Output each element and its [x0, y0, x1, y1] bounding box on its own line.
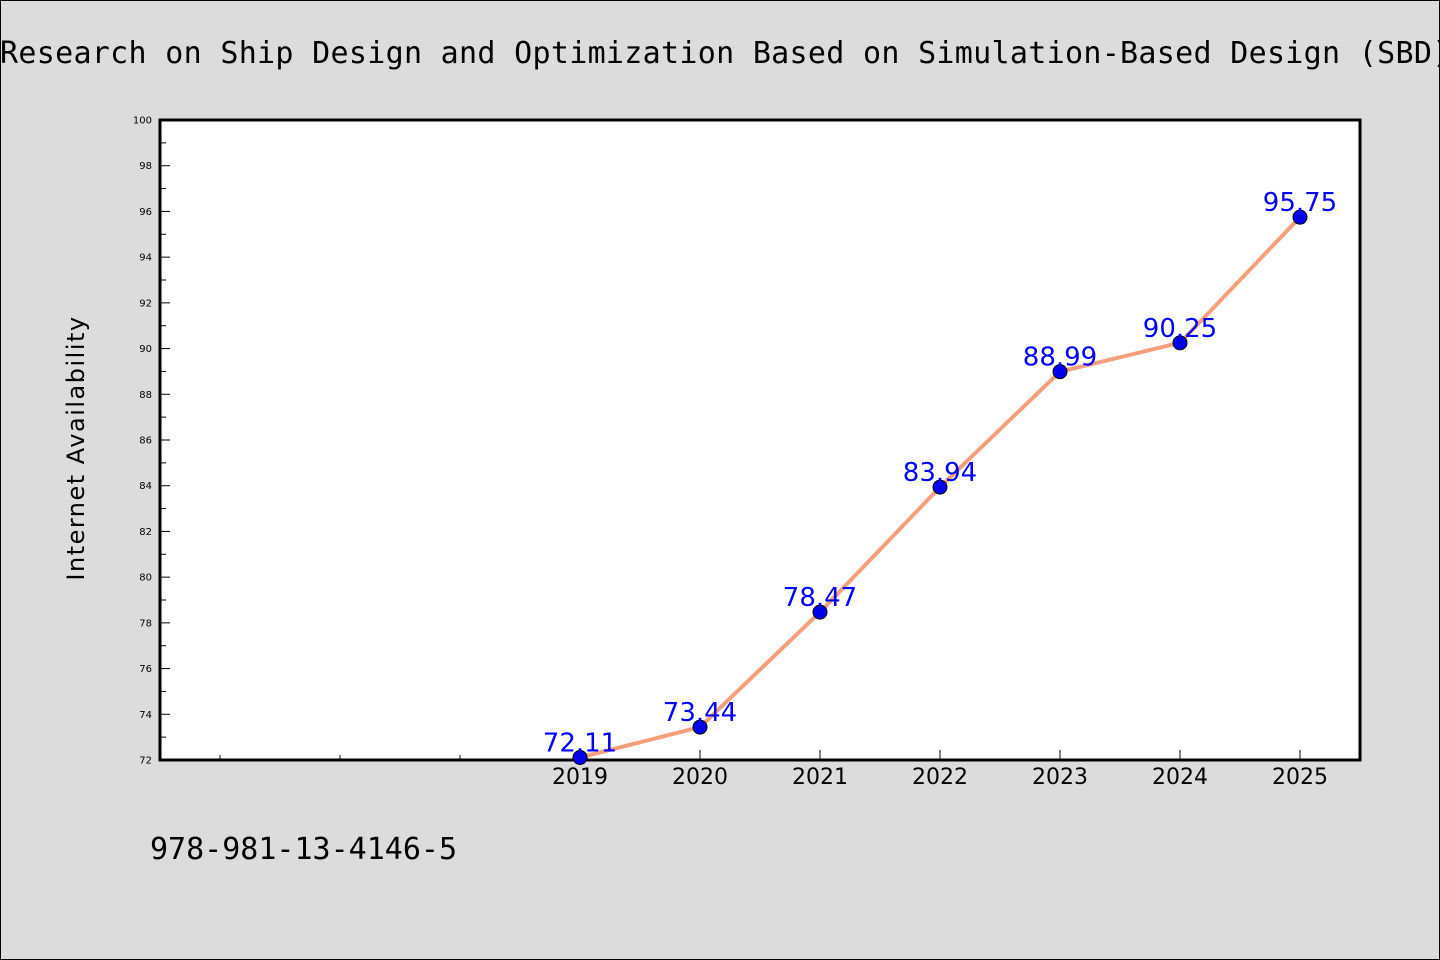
y-tick-label: 82 — [139, 527, 152, 538]
data-point — [1172, 335, 1188, 351]
y-tick-label: 100 — [133, 116, 152, 127]
series-markers — [572, 209, 1308, 765]
y-tick-label: 96 — [139, 207, 152, 218]
y-tick-label: 72 — [139, 756, 152, 767]
y-tick-label: 76 — [139, 664, 152, 675]
y-tick-label: 98 — [139, 161, 152, 172]
y-tick-label: 92 — [139, 298, 152, 309]
y-tick-label: 80 — [139, 573, 152, 584]
x-tick-label: 2019 — [552, 765, 608, 790]
y-axis: 72 74 76 78 80 82 84 86 88 90 92 94 96 98 100 — [133, 116, 170, 767]
chart-title: Research on Ship Design and Optimization… — [0, 36, 1440, 71]
data-label: 90.25 — [1143, 314, 1217, 344]
y-tick-label: 94 — [139, 253, 152, 264]
y-tick-label: 84 — [139, 481, 152, 492]
y-tick-label: 90 — [139, 344, 152, 355]
x-tick-label: 2021 — [792, 765, 848, 790]
data-label: 83.94 — [903, 458, 977, 488]
data-label: 72.11 — [543, 728, 617, 758]
y-tick-label: 86 — [139, 436, 152, 447]
x-tick-label: 2024 — [1152, 765, 1208, 790]
data-point — [692, 719, 708, 735]
data-point — [932, 479, 948, 495]
data-labels: 72.11 73.44 78.47 83.94 88.99 90.25 95.75 — [543, 188, 1337, 758]
x-tick-label: 2020 — [672, 765, 728, 790]
x-tick-label: 2023 — [1032, 765, 1088, 790]
data-point — [812, 604, 828, 620]
data-label: 95.75 — [1263, 188, 1337, 218]
isbn-text: 978-981-13-4146-5 — [150, 832, 458, 867]
plot-area — [158, 118, 1362, 762]
data-label: 73.44 — [663, 698, 737, 728]
data-point — [1292, 209, 1308, 225]
x-axis: 2019 2020 2021 2022 2023 2024 2025 — [219, 750, 1328, 790]
y-tick-label: 88 — [139, 390, 152, 401]
data-label: 88.99 — [1023, 343, 1097, 373]
x-tick-label: 2025 — [1272, 765, 1328, 790]
data-label: 78.47 — [783, 583, 857, 613]
data-point — [1052, 364, 1068, 380]
y-axis-label: Internet Availability — [62, 315, 90, 580]
x-tick-label: 2022 — [912, 765, 968, 790]
data-point — [572, 749, 588, 765]
y-tick-label: 78 — [139, 618, 152, 629]
y-tick-label: 74 — [139, 710, 152, 721]
